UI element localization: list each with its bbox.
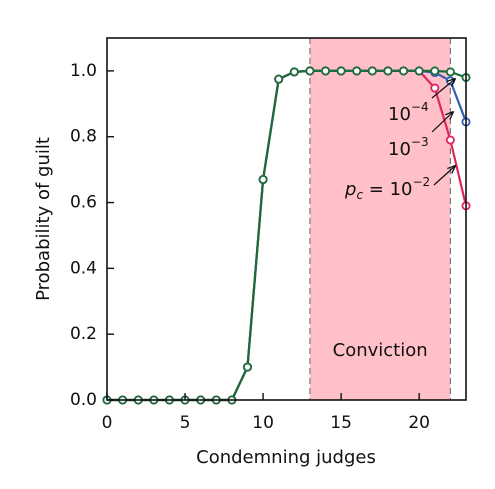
data-point [430, 83, 440, 93]
data-point [321, 66, 331, 76]
y-tick-label: 1.0 [70, 61, 97, 81]
y-tick-label: 0.6 [70, 193, 97, 213]
region-layer: Conviction [309, 38, 451, 400]
data-point [414, 66, 424, 76]
plot-frame [106, 37, 467, 401]
data-point [445, 135, 455, 145]
y-tick-label: 0.2 [70, 324, 97, 344]
x-tick-label: 0 [102, 413, 113, 433]
data-point [383, 66, 393, 76]
x-tick-label: 10 [252, 413, 274, 433]
conviction-region [309, 38, 451, 400]
data-point [445, 67, 455, 77]
data-point [430, 66, 440, 76]
data-point [242, 362, 252, 372]
y-tick-label: 0.4 [70, 258, 97, 278]
data-point [399, 66, 409, 76]
annotation: pc = 10−2 [344, 175, 430, 202]
y-axis-label: Probability of guilt [33, 137, 54, 301]
data-point [274, 74, 284, 84]
y-tick-label: 0.0 [70, 390, 97, 410]
x-tick-label: 20 [408, 413, 430, 433]
x-axis-label: Condemning judges [196, 447, 376, 468]
data-point [352, 66, 362, 76]
region-label: Conviction [333, 340, 428, 361]
arrow [431, 112, 453, 133]
data-point [336, 66, 346, 76]
x-tick-label: 15 [330, 413, 352, 433]
annotation: 10−4 [388, 100, 429, 126]
annotation: 10−3 [388, 135, 429, 161]
arrow [431, 79, 455, 99]
x-tick-label: 5 [180, 413, 191, 433]
data-point [305, 66, 315, 76]
data-point [367, 66, 377, 76]
data-point [258, 175, 268, 185]
y-tick-label: 0.8 [70, 127, 97, 147]
arrow [433, 166, 455, 186]
data-point [289, 67, 299, 77]
